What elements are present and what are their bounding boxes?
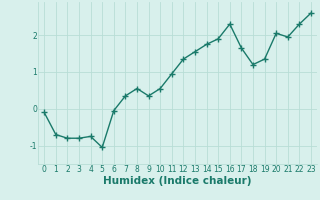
- X-axis label: Humidex (Indice chaleur): Humidex (Indice chaleur): [103, 176, 252, 186]
